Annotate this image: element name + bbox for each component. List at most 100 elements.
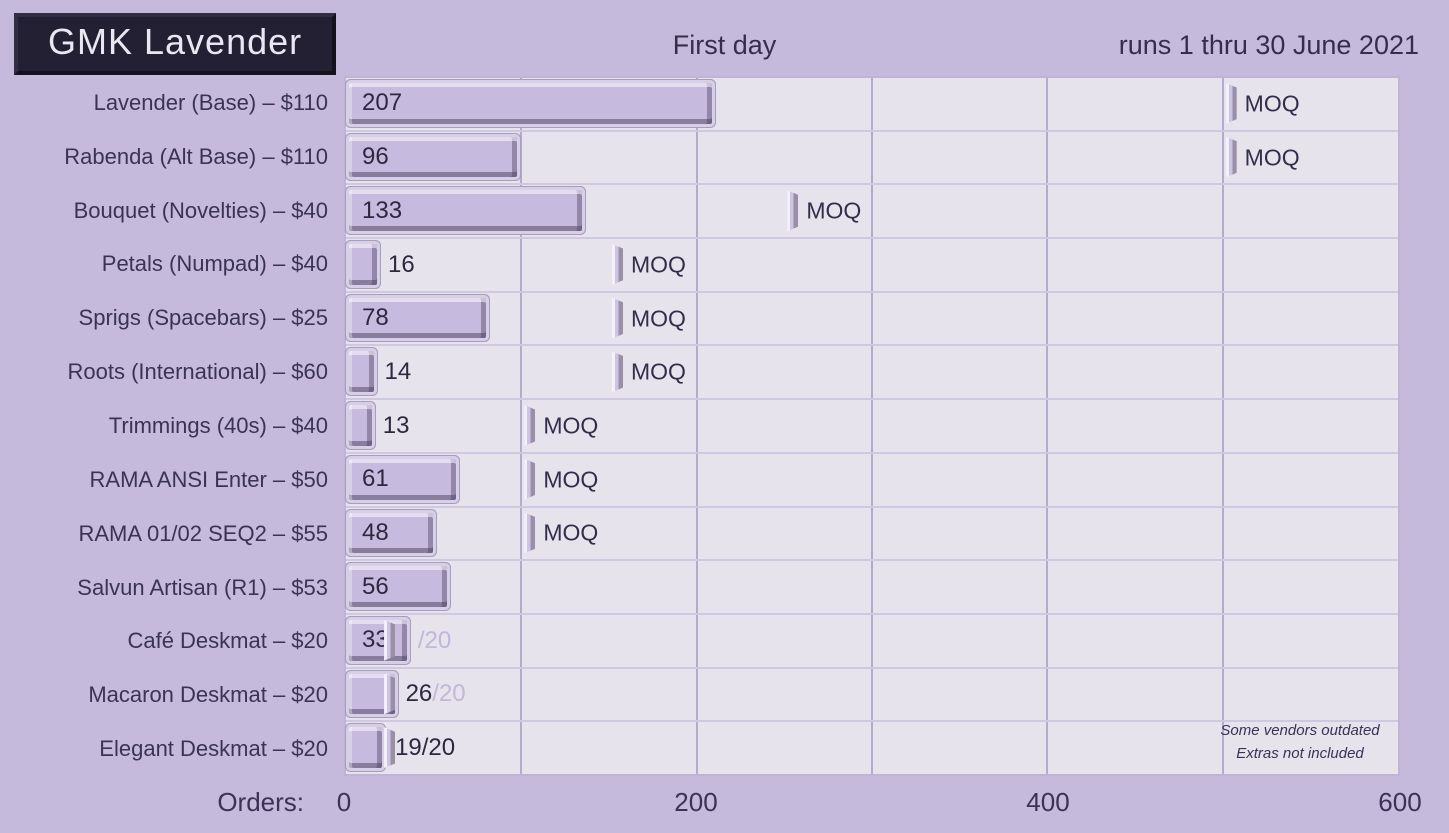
row-label: Salvun Artisan (R1) – $53 [77,574,328,600]
moq-marker [1225,136,1237,178]
bar-value: 133 [362,196,403,224]
moq-marker [787,190,799,232]
bar: 33 [349,619,407,661]
row-label: Sprigs (Spacebars) – $25 [78,305,328,331]
axis-tick: 400 [1026,787,1070,817]
row-label: Macaron Deskmat – $20 [88,682,328,708]
bar-row: 48 MOQ [346,508,1398,562]
bar-row: 78 MOQ [346,293,1398,347]
row-label: Rabenda (Alt Base) – $110 [64,143,328,169]
bar: 96 [349,136,518,178]
bar-value: 14 [384,358,412,386]
bar-value: 16 [388,250,415,278]
bar-row: 16 MOQ [346,239,1398,293]
moq-marker [612,297,623,339]
cap-suffix: /20 [417,626,452,654]
bar-row: 19/20 [346,722,1398,774]
cap-suffix: /20 [421,734,456,762]
moq-label: MOQ [806,197,862,224]
gridline [871,78,873,774]
footnote-line-2: Extras not included [1236,744,1364,762]
bar-value: 207 [362,89,403,117]
bar-value: 26 [405,680,433,708]
cap-marker [384,727,396,768]
bar [349,405,372,446]
bar: 56 [349,566,448,607]
moq-marker [524,512,536,554]
bar-value-label: /20 [418,627,451,655]
bar-value-label: 13 [383,412,410,440]
bar-row: 33/20 [346,615,1398,669]
row-label: RAMA ANSI Enter – $50 [89,466,328,492]
moq-label: MOQ [543,412,599,439]
cap-marker [384,673,396,715]
bar-value: 78 [362,304,389,332]
moq-marker [524,458,536,500]
gridline [1221,78,1224,774]
axis-title: Orders: [217,787,304,817]
row-label: Roots (International) – $60 [67,359,329,385]
axis-tick: 0 [336,787,352,817]
moq-label: MOQ [1244,144,1300,171]
moq-marker [612,351,623,393]
footnote-line-1: Some vendors outdated [1220,721,1380,739]
bar-row: 96 MOQ [346,132,1398,186]
bar-value: 56 [362,572,389,600]
bar: 133 [349,190,583,232]
bar-value: 13 [382,411,410,439]
gridline [520,78,523,774]
moq-label: MOQ [543,466,599,493]
bar-row: 56 [346,561,1398,615]
cap-suffix: /20 [432,680,466,708]
plot-area: 207 MOQ 96 MOQ 133 MOQ 16 MOQ 78 MOQ 14 MOQ 13 MOQ 61 M… [344,76,1400,776]
moq-label: MOQ [631,251,686,278]
gridline [695,78,698,774]
bar-row: 133 MOQ [346,185,1398,240]
bar-value: 96 [362,143,389,171]
row-label: Lavender (Base) – $110 [93,89,328,115]
bar-chart: Lavender (Base) – $110 Rabenda (Alt Base)… [0,76,1449,776]
cap-marker [384,619,396,661]
bar: 61 [349,458,456,500]
row-label: RAMA 01/02 SEQ2 – $55 [78,520,329,546]
header-date-range: runs 1 thru 30 June 2021 [1118,30,1419,60]
row-label: Café Deskmat – $20 [127,628,328,654]
bar-value: 48 [362,518,389,546]
row-label: Elegant Deskmat – $20 [99,736,328,762]
bar-row: 26/20 [346,669,1398,723]
axis-tick: 200 [674,787,718,817]
bar-row: 14 MOQ [346,346,1398,401]
moq-marker [1225,83,1237,124]
moq-marker [524,405,536,446]
bar [349,727,383,768]
bar-value: 61 [362,465,389,493]
gridline [1046,78,1049,774]
row-label: Trimmings (40s) – $40 [108,412,328,438]
bar [349,244,378,285]
bar-value-label: 14 [385,358,412,386]
bar-row: 61 MOQ [346,454,1398,508]
x-axis: Orders: 0 200 400 600 [0,778,1449,833]
bar-value-label: 26/20 [406,680,466,708]
bar-value-label: 19/20 [395,734,455,762]
header-subtitle: First day [672,30,777,60]
axis-tick: 600 [1378,787,1422,817]
moq-label: MOQ [1244,90,1300,117]
row-label: Bouquet (Novelties) – $40 [73,197,328,223]
moq-marker [612,244,623,285]
footnote: Some vendors outdated Extras not include… [1210,719,1390,766]
row-label: Petals (Numpad) – $40 [101,251,328,277]
bar: 48 [349,512,434,554]
page-title: GMK Lavender [14,13,337,75]
bar-value: 19 [395,734,422,762]
bar-row: 207 MOQ [346,78,1398,132]
bar: 207 [349,83,712,124]
bar-value-label: 16 [388,251,415,279]
row-label-column: Lavender (Base) – $110 Rabenda (Alt Base)… [0,76,344,776]
bar [349,351,374,393]
moq-label: MOQ [631,358,686,385]
bar-row: 13 MOQ [346,400,1398,454]
moq-label: MOQ [631,305,686,332]
moq-label: MOQ [543,519,599,546]
